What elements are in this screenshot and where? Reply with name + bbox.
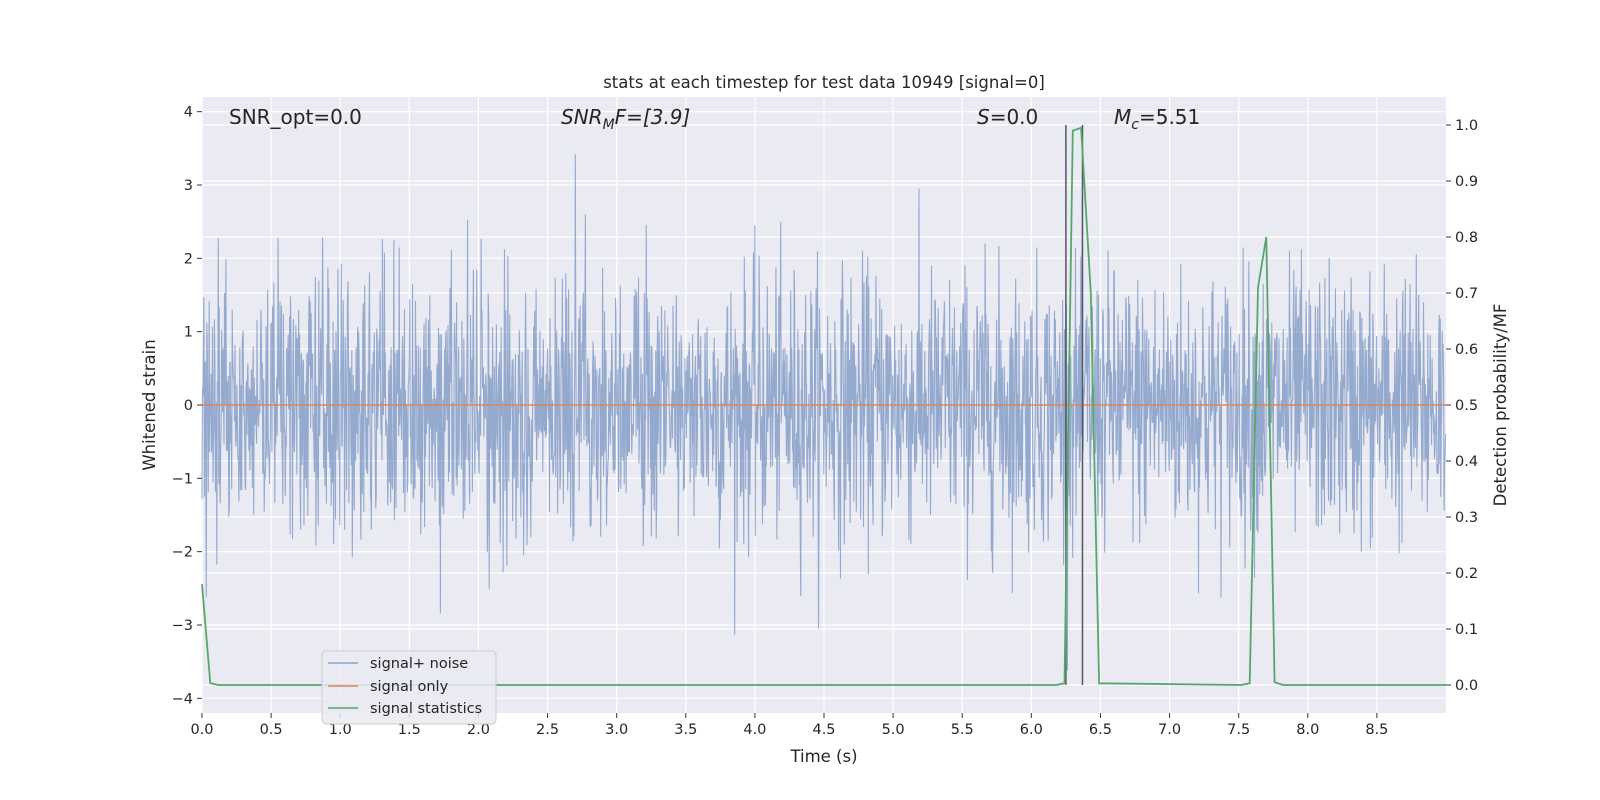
x-tick-label: 3.5 [674, 722, 697, 738]
annotation-snr-opt: SNR_opt=0.0 [229, 105, 362, 129]
annotation-s-main: S [977, 105, 990, 129]
y-tick-label: 0 [184, 398, 193, 414]
legend-box [321, 650, 497, 725]
x-tick-label: 4.0 [743, 722, 766, 738]
x-tick-label: 8.5 [1365, 722, 1388, 738]
annotation-mc-sub: c [1131, 117, 1139, 133]
y2-tick-label: 0.0 [1455, 678, 1478, 694]
y2-tick-label: 0.3 [1455, 510, 1478, 526]
y2-axis-ticks: 0.0 0.1 0.2 0.3 0.4 0.5 0.6 0.7 0.8 0.9 1.0 [1446, 118, 1478, 694]
annotation-snr-mf: SNRMF=[3.9] [561, 105, 690, 133]
x-axis-label: Time (s) [789, 747, 857, 766]
x-tick-label: 6.5 [1089, 722, 1112, 738]
annotation-snr-mf-main: SNR [561, 105, 603, 129]
annotation-s-rest: =0.0 [990, 105, 1039, 129]
x-tick-label: 2.0 [467, 722, 490, 738]
x-tick-label: 0.5 [260, 722, 283, 738]
y-tick-label: 3 [184, 178, 193, 194]
legend-label-signal-statistics: signal statistics [370, 701, 482, 717]
x-tick-label: 3.0 [605, 722, 628, 738]
annotation-mc-rest: =5.51 [1139, 105, 1200, 129]
y-tick-label: 2 [184, 251, 193, 267]
y-tick-label: −3 [172, 618, 193, 634]
y-tick-label: 4 [184, 105, 193, 121]
legend-label-signal-noise: signal+ noise [370, 656, 468, 672]
x-tick-label: 8.0 [1296, 722, 1319, 738]
annotation-s: S=0.0 [977, 105, 1038, 129]
y2-tick-label: 0.2 [1455, 566, 1478, 582]
x-tick-label: 1.5 [398, 722, 421, 738]
annotation-snr-mf-rest: F=[3.9] [615, 105, 691, 129]
y2-tick-label: 0.9 [1455, 174, 1478, 190]
x-tick-label: 1.0 [329, 722, 352, 738]
y2-tick-label: 0.5 [1455, 398, 1478, 414]
y-axis-label: Whitened strain [140, 339, 159, 470]
signal-noise-series [201, 154, 1447, 671]
chart-title: stats at each timestep for test data 109… [603, 73, 1045, 92]
x-tick-label: 4.5 [812, 722, 835, 738]
y-tick-label: −4 [172, 691, 193, 707]
y-axis-ticks: −4 −3 −2 −1 0 1 2 3 4 [172, 105, 202, 707]
y2-tick-label: 0.1 [1455, 622, 1478, 638]
y2-tick-label: 0.4 [1455, 454, 1478, 470]
y-tick-label: 1 [184, 325, 193, 341]
signal-statistics-line [201, 126, 1446, 686]
x-tick-label: 5.5 [951, 722, 974, 738]
y-tick-label: −1 [172, 471, 193, 487]
legend: signal+ noise signal only signal statist… [321, 650, 497, 725]
x-axis-ticks: 0.0 0.5 1.0 1.5 2.0 2.5 3.0 3.5 4.0 4.5 5.0 5.5 6.0 6… [190, 713, 1388, 738]
annotation-snr-mf-sub: M [603, 117, 615, 133]
y2-tick-label: 0.8 [1455, 230, 1478, 246]
x-tick-label: 5.0 [882, 722, 905, 738]
annotation-mc: Mc=5.51 [1114, 105, 1200, 133]
x-tick-label: 7.5 [1227, 722, 1250, 738]
y2-tick-label: 1.0 [1455, 118, 1478, 134]
annotation-mc-main: M [1114, 105, 1131, 129]
x-tick-label: 2.5 [536, 722, 559, 738]
x-tick-label: 0.0 [190, 722, 213, 738]
y2-tick-label: 0.7 [1455, 286, 1478, 302]
y-tick-label: −2 [172, 545, 193, 561]
legend-label-signal-only: signal only [370, 679, 449, 695]
x-tick-label: 6.0 [1020, 722, 1043, 738]
y2-axis-label: Detection probability/MF [1491, 304, 1510, 507]
x-tick-label: 7.0 [1158, 722, 1181, 738]
signal-noise-line [201, 154, 1447, 671]
y2-tick-label: 0.6 [1455, 342, 1478, 358]
